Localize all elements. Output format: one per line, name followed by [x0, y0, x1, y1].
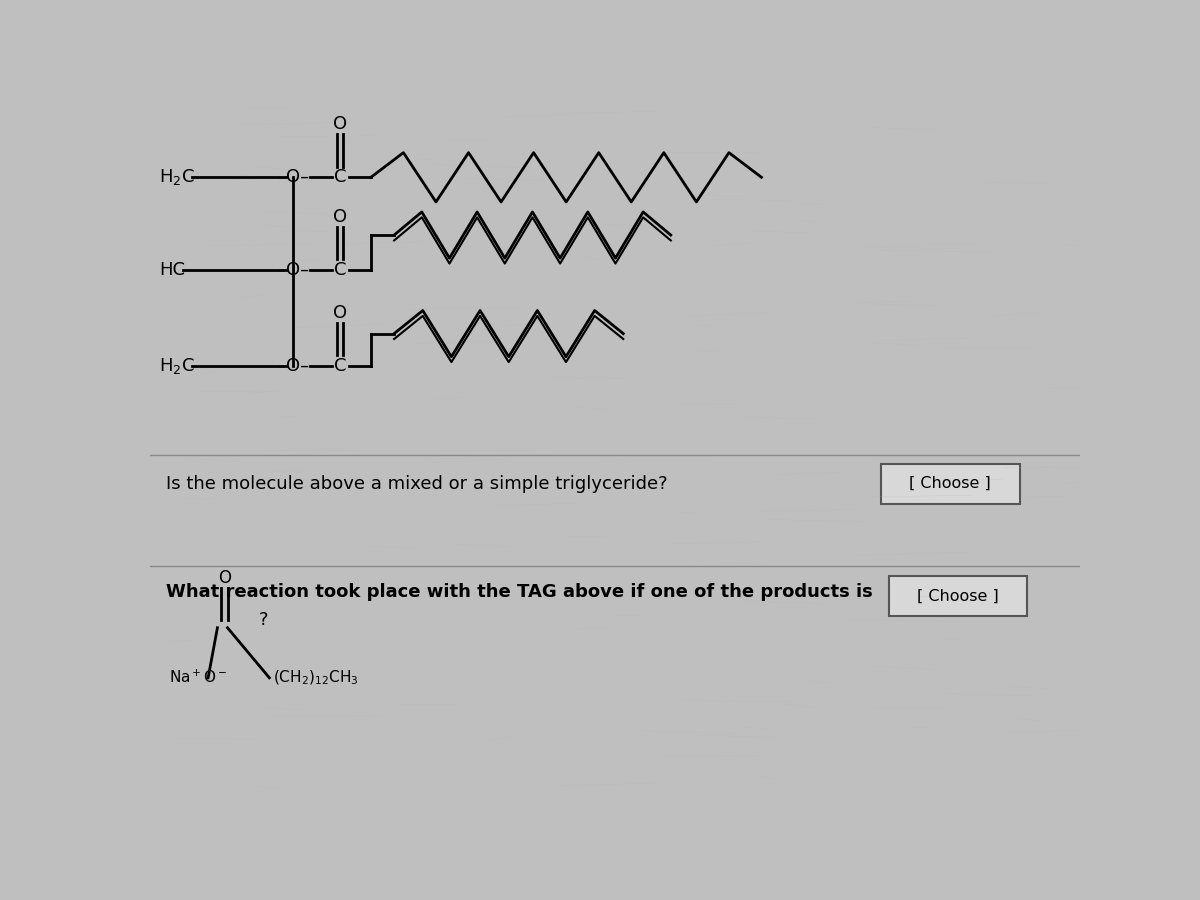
Text: H$_2$C: H$_2$C — [160, 167, 196, 187]
Text: HC: HC — [160, 261, 185, 279]
FancyBboxPatch shape — [881, 464, 1020, 504]
Text: H$_2$C: H$_2$C — [160, 356, 196, 376]
Text: C: C — [334, 168, 346, 186]
Text: (CH$_2$)$_{12}$CH$_3$: (CH$_2$)$_{12}$CH$_3$ — [274, 669, 359, 687]
FancyBboxPatch shape — [888, 576, 1027, 616]
Text: Na$^+$O$^-$: Na$^+$O$^-$ — [169, 670, 228, 687]
Text: [ Choose ]: [ Choose ] — [917, 589, 998, 604]
Text: O: O — [332, 115, 347, 133]
Text: –O–: –O– — [277, 261, 310, 279]
Text: O: O — [332, 208, 347, 226]
Text: [ Choose ]: [ Choose ] — [910, 476, 991, 491]
Text: O: O — [218, 569, 230, 587]
Text: –O–: –O– — [277, 357, 310, 375]
Text: Is the molecule above a mixed or a simple triglyceride?: Is the molecule above a mixed or a simpl… — [166, 475, 667, 493]
Text: C: C — [334, 261, 346, 279]
Text: What reaction took place with the TAG above if one of the products is: What reaction took place with the TAG ab… — [166, 582, 872, 600]
Text: ?: ? — [259, 611, 269, 629]
Text: –O–: –O– — [277, 168, 310, 186]
Text: C: C — [334, 357, 346, 375]
Text: O: O — [332, 304, 347, 322]
